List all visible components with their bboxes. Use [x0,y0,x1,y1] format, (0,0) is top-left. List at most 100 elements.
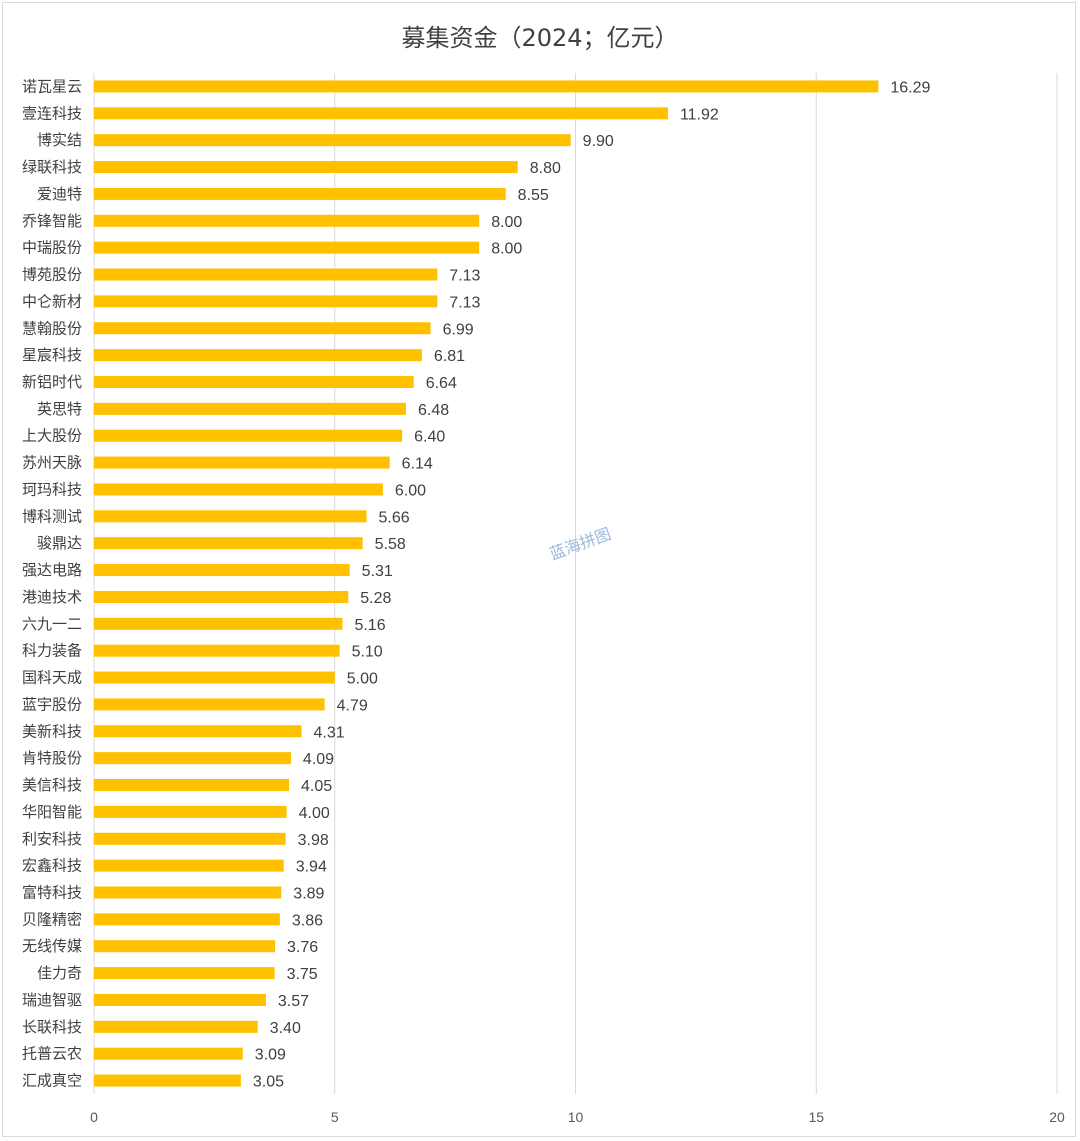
x-tick-label: 15 [808,1109,824,1125]
bar [94,483,383,496]
value-label: 6.64 [426,375,457,392]
value-label: 6.81 [434,348,465,365]
value-label: 6.14 [402,456,433,473]
category-label: 宏鑫科技 [22,857,82,875]
category-label: 英思特 [37,400,82,418]
category-label: 乔锋智能 [22,212,82,230]
category-label: 肯特股份 [22,749,82,767]
bar [94,161,518,174]
value-label: 7.13 [449,294,480,311]
category-label: 中瑞股份 [22,239,82,257]
bar [94,590,349,603]
bar [94,268,438,281]
bar [94,187,506,200]
x-tick-labels: 0 5 10 15 20 [90,1109,1065,1125]
category-label: 蓝宇股份 [22,695,82,713]
value-label: 16.29 [890,79,930,96]
bar [94,832,286,845]
value-label: 4.05 [301,778,332,795]
category-label: 美新科技 [22,722,82,740]
category-label: 华阳智能 [22,803,82,821]
bar [94,214,480,227]
category-label: 无线传媒 [22,937,82,955]
value-label: 6.48 [418,402,449,419]
category-label: 爱迪特 [37,185,82,203]
category-label: 苏州天脉 [22,454,82,472]
value-label: 3.75 [287,966,318,983]
value-label: 3.98 [298,832,329,849]
bar [94,349,422,362]
value-labels: 16.29 11.92 9.90 8.80 8.55 8.00 8.00 7.13 7.13 6.… [253,79,931,1090]
x-tick-label: 0 [90,1109,98,1125]
bar [94,805,287,818]
bar [94,913,280,926]
category-label: 托普云农 [22,1045,82,1063]
value-label: 4.31 [314,724,345,741]
bar [94,510,367,523]
value-label: 11.92 [680,106,719,123]
value-label: 3.57 [278,993,309,1010]
value-label: 6.99 [443,321,474,338]
category-label: 强达电路 [22,561,82,579]
category-label: 博科测试 [22,507,82,525]
value-label: 3.89 [293,885,324,902]
value-label: 3.94 [296,859,327,876]
category-label: 博苑股份 [22,266,82,284]
bar [94,779,290,792]
bar [94,322,431,335]
value-label: 6.00 [395,482,426,499]
x-tick-label: 10 [568,1109,584,1125]
category-labels: 诺瓦星云壹连科技博实结绿联科技爱迪特乔锋智能中瑞股份博苑股份中仑新材慧翰股份星宸… [22,77,82,1089]
value-label: 3.76 [287,939,318,956]
bar [94,886,282,899]
bar [94,537,363,550]
bar [94,671,335,684]
category-label: 慧翰股份 [22,319,82,337]
bar [94,752,291,765]
bar [94,1074,241,1087]
bar [94,241,480,254]
value-label: 5.28 [360,590,391,607]
bars [94,80,879,1087]
value-label: 8.00 [491,214,522,231]
value-label: 9.90 [583,133,614,150]
category-label: 利安科技 [22,830,82,848]
value-label: 3.05 [253,1074,284,1091]
category-label: 长联科技 [22,1018,82,1036]
bar [94,617,343,630]
bar [94,967,275,980]
value-label: 3.09 [255,1047,286,1064]
value-label: 3.40 [270,1020,301,1037]
value-label: 3.86 [292,912,323,929]
category-label: 诺瓦星云 [22,77,82,95]
bar [94,1020,258,1033]
value-label: 5.16 [354,617,385,634]
bar [94,429,403,442]
value-label: 5.58 [375,536,406,553]
bar [94,993,266,1006]
value-label: 4.00 [299,805,330,822]
category-label: 壹连科技 [22,104,82,122]
value-label: 7.13 [449,268,480,285]
bar [94,940,276,953]
value-label: 4.79 [337,697,368,714]
category-label: 中仑新材 [22,292,82,310]
category-label: 新铝时代 [22,373,82,391]
bar [94,456,390,469]
category-label: 星宸科技 [22,346,82,364]
bar [94,1047,243,1060]
bar [94,295,438,308]
category-label: 汇成真空 [22,1072,82,1090]
value-label: 8.00 [491,241,522,258]
category-label: 绿联科技 [22,158,82,176]
bar [94,859,284,872]
category-label: 珂玛科技 [22,480,82,498]
category-label: 国科天成 [22,669,82,687]
bar [94,375,414,388]
bar [94,107,668,120]
bar [94,402,407,415]
bar [94,80,879,93]
value-label: 5.66 [379,509,410,526]
category-label: 贝隆精密 [22,910,82,928]
